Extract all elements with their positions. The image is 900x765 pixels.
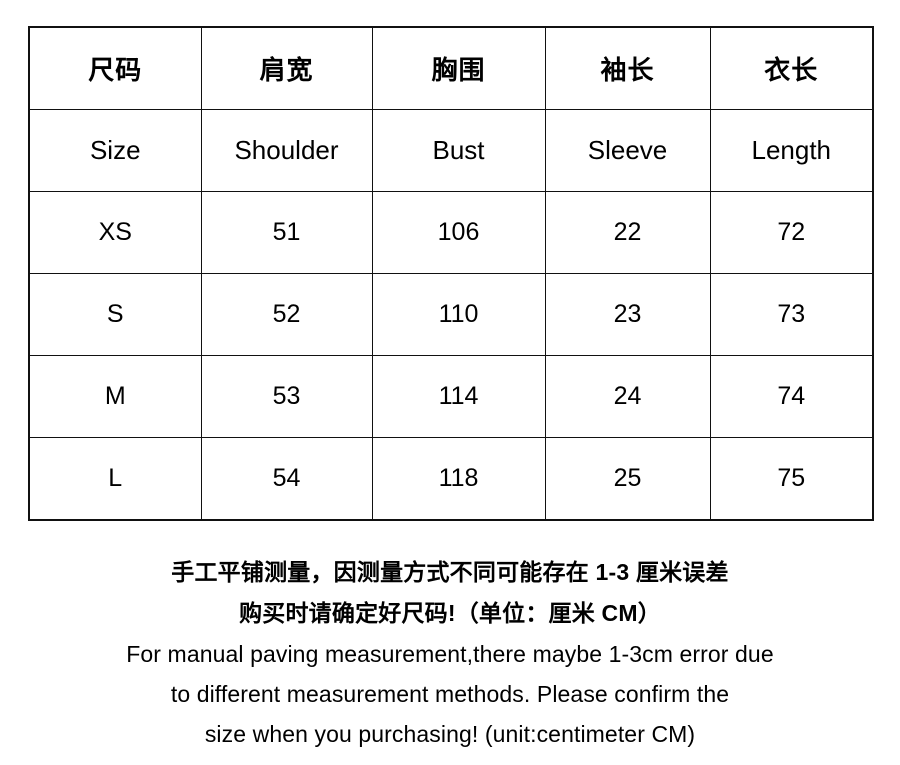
cell-size: M [28, 355, 202, 438]
table-row: L 54 118 25 75 [28, 437, 874, 521]
size-chart-table: 尺码 肩宽 胸围 袖长 衣长 Size Shoulder Bust Sleeve… [28, 26, 874, 521]
cell-bust: 106 [371, 191, 546, 274]
cell-bust: 114 [371, 355, 546, 438]
cell-sleeve: 24 [544, 355, 711, 438]
cell-length: 74 [709, 355, 874, 438]
cell-sleeve: 22 [544, 191, 711, 274]
header-cell-sleeve-en: Sleeve [544, 109, 711, 192]
header-cell-bust-cn: 胸围 [371, 26, 546, 110]
header-cell-bust-en: Bust [371, 109, 546, 192]
table-row: M 53 114 24 74 [28, 355, 874, 438]
note-line-en-1: For manual paving measurement,there mayb… [126, 641, 774, 667]
cell-bust: 118 [371, 437, 546, 521]
table-row-header-cn: 尺码 肩宽 胸围 袖长 衣长 [28, 26, 874, 110]
cell-shoulder: 54 [200, 437, 373, 521]
measurement-notes: 手工平铺测量，因测量方式不同可能存在 1-3 厘米误差 购买时请确定好尺码!（单… [0, 552, 900, 754]
table-row: S 52 110 23 73 [28, 273, 874, 356]
cell-shoulder: 51 [200, 191, 373, 274]
table-row-header-en: Size Shoulder Bust Sleeve Length [28, 109, 874, 192]
size-chart-table-container: 尺码 肩宽 胸围 袖长 衣长 Size Shoulder Bust Sleeve… [28, 26, 874, 521]
cell-sleeve: 23 [544, 273, 711, 356]
table-row: XS 51 106 22 72 [28, 191, 874, 274]
header-cell-size-en: Size [28, 109, 202, 192]
cell-shoulder: 52 [200, 273, 373, 356]
note-line-en-2: to different measurement methods. Please… [170, 681, 730, 707]
note-line-en-3: size when you purchasing! (unit:centimet… [204, 721, 696, 747]
header-cell-sleeve-cn: 袖长 [544, 26, 711, 110]
cell-size: S [28, 273, 202, 356]
cell-length: 73 [709, 273, 874, 356]
header-cell-length-en: Length [709, 109, 874, 192]
cell-bust: 110 [371, 273, 546, 356]
note-line-cn-1: 手工平铺测量，因测量方式不同可能存在 1-3 厘米误差 [171, 559, 729, 585]
header-cell-shoulder-cn: 肩宽 [200, 26, 373, 110]
cell-length: 72 [709, 191, 874, 274]
note-line-cn-2: 购买时请确定好尺码!（单位：厘米 CM） [239, 600, 661, 626]
cell-sleeve: 25 [544, 437, 711, 521]
header-cell-shoulder-en: Shoulder [200, 109, 373, 192]
header-cell-size-cn: 尺码 [28, 26, 202, 110]
cell-length: 75 [709, 437, 874, 521]
header-cell-length-cn: 衣长 [709, 26, 874, 110]
cell-size: XS [28, 191, 202, 274]
cell-size: L [28, 437, 202, 521]
cell-shoulder: 53 [200, 355, 373, 438]
